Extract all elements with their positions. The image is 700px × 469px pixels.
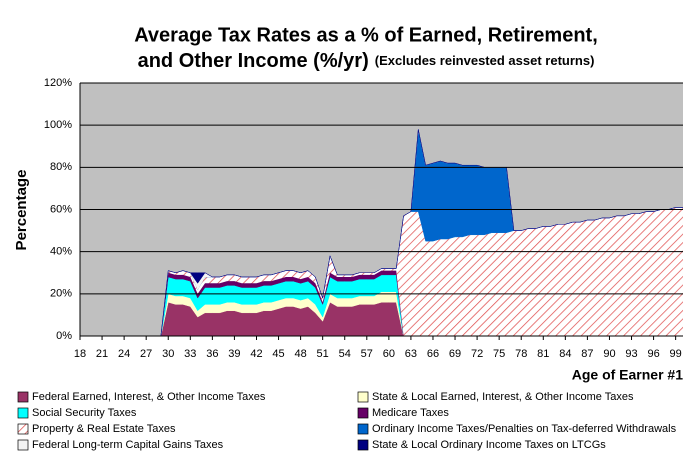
x-tick-label: 93 <box>625 348 637 360</box>
x-tick-label: 72 <box>471 348 483 360</box>
legend-swatch <box>17 423 29 435</box>
area <box>80 270 683 337</box>
area <box>80 129 683 337</box>
x-tick-label: 21 <box>96 348 108 360</box>
legend-label: Federal Earned, Interest, & Other Income… <box>32 391 266 403</box>
x-tick-label: 87 <box>581 348 593 360</box>
x-tick-label: 36 <box>206 348 218 360</box>
x-tick-label: 63 <box>405 348 417 360</box>
legend-label: Ordinary Income Taxes/Penalties on Tax-d… <box>372 423 677 435</box>
y-tick-label: 40% <box>50 246 72 258</box>
y-axis-title: Percentage <box>13 170 30 251</box>
x-tick-label: 78 <box>515 348 527 360</box>
y-tick-label: 80% <box>50 161 72 173</box>
chart-subtitle: (Excludes reinvested asset returns) <box>375 53 595 68</box>
x-tick-label: 90 <box>603 348 615 360</box>
x-tick-label: 51 <box>317 348 329 360</box>
x-tick-label: 42 <box>250 348 262 360</box>
legend-swatch <box>17 391 29 403</box>
x-tick-label: 54 <box>339 348 351 360</box>
legend-swatch <box>17 439 29 451</box>
y-tick-label: 120% <box>44 77 72 89</box>
legend-swatch <box>357 391 369 403</box>
x-tick-label: 27 <box>140 348 152 360</box>
legend-swatch <box>357 423 369 435</box>
chart-title: and Other Income (%/yr) <box>138 50 369 72</box>
x-tick-label: 99 <box>670 348 682 360</box>
legend-label: Federal Long-term Capital Gains Taxes <box>32 439 224 451</box>
x-tick-label: 18 <box>74 348 86 360</box>
legend-label: Medicare Taxes <box>372 407 449 419</box>
x-tick-label: 66 <box>427 348 439 360</box>
area <box>80 207 683 336</box>
x-tick-label: 96 <box>647 348 659 360</box>
x-tick-label: 57 <box>361 348 373 360</box>
x-tick-label: 84 <box>559 348 571 360</box>
legend-swatch <box>17 407 29 419</box>
chart-title-line: and Other Income (%/yr) (Excludes reinves… <box>138 50 595 72</box>
y-tick-label: 0% <box>56 330 72 342</box>
legend-label: Property & Real Estate Taxes <box>32 423 176 435</box>
chart-title: Average Tax Rates as a % of Earned, Reti… <box>134 24 598 46</box>
x-axis-title: Age of Earner #1 <box>572 367 683 383</box>
legend-label: State & Local Earned, Interest, & Other … <box>372 391 634 403</box>
legend-label: State & Local Ordinary Income Taxes on L… <box>372 439 606 451</box>
y-tick-label: 100% <box>44 119 72 131</box>
legend-swatch <box>357 407 369 419</box>
x-tick-label: 81 <box>537 348 549 360</box>
legend-swatch <box>357 439 369 451</box>
x-tick-label: 45 <box>272 348 284 360</box>
y-tick-label: 60% <box>50 203 72 215</box>
x-tick-label: 39 <box>228 348 240 360</box>
x-tick-label: 48 <box>294 348 306 360</box>
x-tick-label: 75 <box>493 348 505 360</box>
x-tick-label: 24 <box>118 348 130 360</box>
x-tick-label: 60 <box>383 348 395 360</box>
x-tick-label: 33 <box>184 348 196 360</box>
y-tick-label: 20% <box>50 288 72 300</box>
legend-label: Social Security Taxes <box>32 407 137 419</box>
x-tick-label: 30 <box>162 348 174 360</box>
x-tick-label: 69 <box>449 348 461 360</box>
